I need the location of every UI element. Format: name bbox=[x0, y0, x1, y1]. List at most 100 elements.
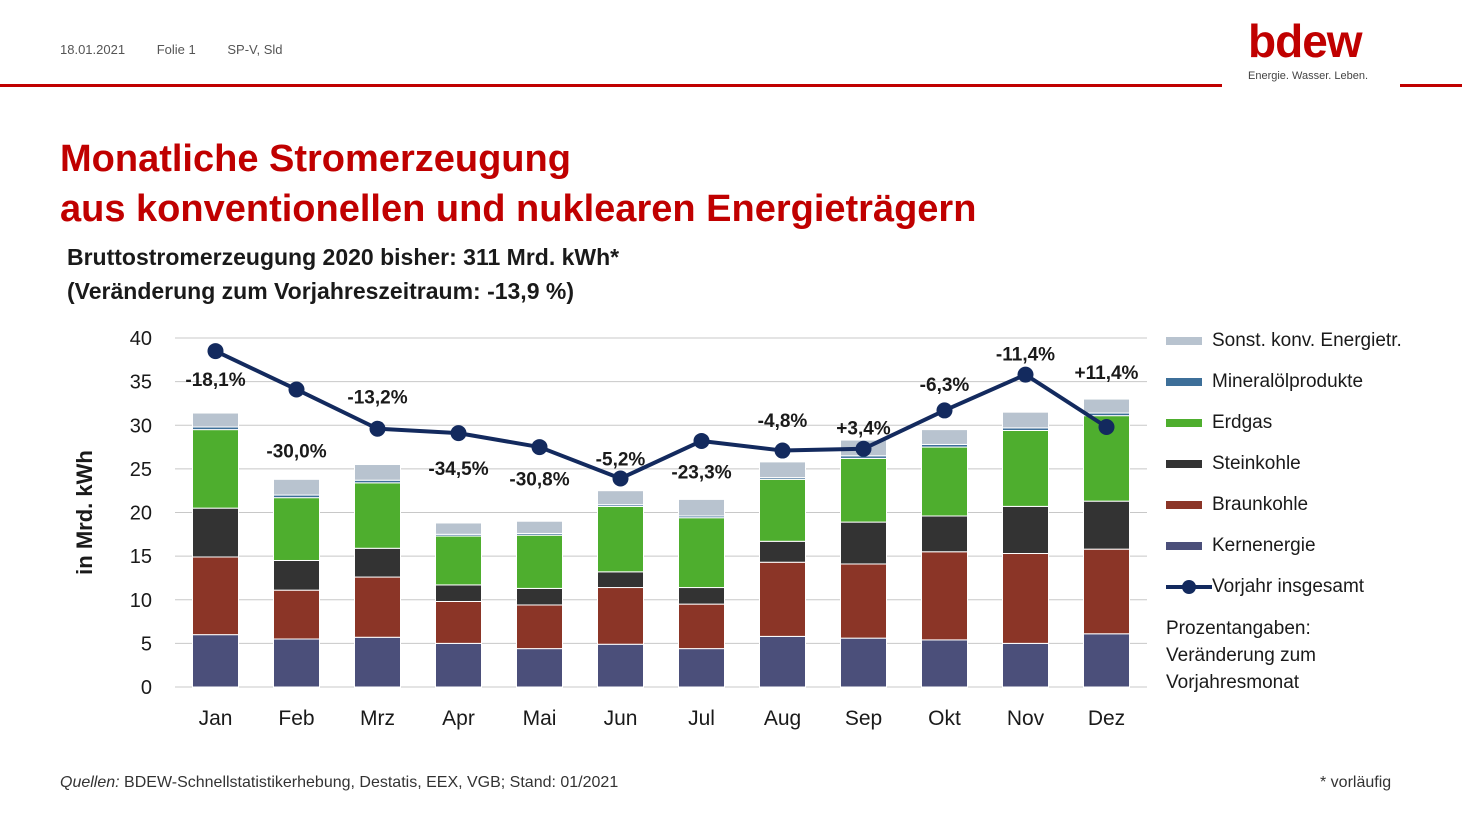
legend-swatch-braunkohle bbox=[1166, 500, 1202, 509]
bar-segment-sonstige bbox=[354, 464, 401, 481]
bar-segment-kernenergie bbox=[192, 634, 239, 688]
bar-segment-erdgas bbox=[435, 535, 482, 586]
vorjahr-point bbox=[612, 470, 629, 487]
subtitle-line-2: (Veränderung zum Vorjahreszeitraum: -13,… bbox=[67, 278, 574, 304]
bar-segment-braunkohle bbox=[192, 556, 239, 636]
vorjahr-point bbox=[369, 420, 386, 437]
bar-segment-sonstige bbox=[192, 412, 239, 428]
title-line-1: Monatliche Stromerzeugung bbox=[60, 138, 571, 180]
bar-segment-kernenergie bbox=[516, 648, 563, 688]
bar-segment-braunkohle bbox=[840, 563, 887, 639]
bar-segment-steinkohle bbox=[597, 571, 644, 589]
header-divider-right bbox=[1400, 84, 1462, 87]
x-tick-label: Mai bbox=[523, 707, 557, 730]
bar-segment-steinkohle bbox=[435, 584, 482, 602]
change-annotation: -18,1% bbox=[185, 370, 245, 391]
bar-segment-braunkohle bbox=[1002, 553, 1049, 644]
legend-item-sonstige: Sonst. konv. Energietr. bbox=[1166, 320, 1456, 361]
change-annotation: -23,3% bbox=[671, 462, 731, 483]
bar-segment-sonstige bbox=[921, 429, 968, 445]
bar-segment-kernenergie bbox=[678, 648, 725, 688]
bar-segment-steinkohle bbox=[921, 515, 968, 553]
bar-segment-kernenergie bbox=[921, 639, 968, 688]
bar-segment-braunkohle bbox=[516, 604, 563, 650]
change-annotation: -30,0% bbox=[266, 441, 326, 462]
change-annotation: +11,4% bbox=[1075, 363, 1139, 384]
bar-segment-braunkohle bbox=[921, 551, 968, 641]
vorjahr-point bbox=[1098, 418, 1115, 435]
legend-label-kernenergie: Kernenergie bbox=[1212, 534, 1316, 556]
legend-swatch-mineraloel bbox=[1166, 377, 1202, 386]
x-tick-label: Sep bbox=[845, 707, 882, 730]
legend-swatch-vorjahr bbox=[1166, 579, 1212, 595]
logo-tagline: Energie. Wasser. Leben. bbox=[1248, 70, 1369, 82]
legend-label-braunkohle: Braunkohle bbox=[1212, 493, 1309, 515]
bar-segment-kernenergie bbox=[1002, 642, 1049, 688]
sources-label: Quellen: bbox=[60, 774, 120, 791]
bar-segment-erdgas bbox=[597, 505, 644, 573]
sources-text: BDEW-Schnellstatistikerhebung, Destatis,… bbox=[119, 774, 619, 791]
x-tick-label: Aug bbox=[764, 707, 801, 730]
bar-segment-steinkohle bbox=[354, 547, 401, 578]
y-tick-label: 35 bbox=[130, 372, 152, 394]
bar-segment-steinkohle bbox=[273, 559, 320, 591]
x-tick-label: Jul bbox=[688, 707, 715, 730]
slide-date: 18.01.2021 bbox=[60, 42, 126, 57]
bar-segment-erdgas bbox=[921, 446, 968, 517]
legend-label-steinkohle: Steinkohle bbox=[1212, 452, 1301, 474]
x-tick-label: Jan bbox=[199, 707, 233, 730]
bar-segment-braunkohle bbox=[678, 603, 725, 650]
bar-segment-kernenergie bbox=[597, 643, 644, 688]
change-annotation: -4,8% bbox=[758, 411, 808, 432]
legend-item-kernenergie: Kernenergie bbox=[1166, 525, 1456, 566]
legend-item-mineraloel: Mineralölprodukte bbox=[1166, 361, 1456, 402]
bar-segment-braunkohle bbox=[354, 576, 401, 638]
change-annotation: -5,2% bbox=[596, 449, 646, 470]
legend-note: Prozentangaben: Veränderung zum Vorjahre… bbox=[1166, 615, 1456, 696]
legend-note-line-3: Vorjahresmonat bbox=[1166, 672, 1300, 693]
bar-segment-sonstige bbox=[1002, 411, 1049, 429]
legend-item-erdgas: Erdgas bbox=[1166, 402, 1456, 443]
legend-label-mineraloel: Mineralölprodukte bbox=[1212, 370, 1364, 392]
change-annotation: -30,8% bbox=[509, 469, 569, 490]
footnote: * vorläufig bbox=[1320, 774, 1392, 791]
bar-segment-erdgas bbox=[192, 429, 239, 509]
bar-segment-erdgas bbox=[840, 457, 887, 523]
x-tick-label: Dez bbox=[1088, 707, 1125, 730]
vorjahr-line bbox=[214, 349, 1108, 481]
y-axis-label: in Mrd. kWh bbox=[72, 450, 97, 575]
slide-author: SP-V, Sld bbox=[227, 42, 283, 57]
bar-segment-kernenergie bbox=[435, 642, 482, 688]
bar-segment-steinkohle bbox=[678, 587, 725, 605]
subtitle-line-1: Bruttostromerzeugung 2020 bisher: 311 Mr… bbox=[67, 244, 620, 270]
bar-segment-erdgas bbox=[516, 534, 563, 589]
vorjahr-point bbox=[774, 442, 791, 459]
bar-segment-steinkohle bbox=[516, 587, 563, 606]
bar-segment-kernenergie bbox=[273, 638, 320, 688]
bar-segment-sonstige bbox=[759, 461, 806, 479]
y-tick-label: 10 bbox=[130, 590, 152, 612]
bar-segment-erdgas bbox=[273, 497, 320, 561]
vorjahr-point bbox=[693, 432, 710, 449]
bar-segment-sonstige bbox=[678, 498, 725, 517]
bar-segment-sonstige bbox=[1083, 398, 1130, 414]
x-tick-label: Feb bbox=[278, 707, 314, 730]
y-tick-label: 30 bbox=[130, 415, 152, 437]
bar-segment-braunkohle bbox=[435, 600, 482, 644]
legend-swatch-erdgas bbox=[1166, 418, 1202, 427]
vorjahr-point bbox=[1017, 366, 1034, 383]
vorjahr-point bbox=[936, 402, 953, 419]
bar-segment-kernenergie bbox=[354, 636, 401, 688]
legend-swatch-sonstige bbox=[1166, 336, 1202, 345]
y-tick-label: 25 bbox=[130, 459, 152, 481]
vorjahr-point bbox=[207, 343, 224, 360]
bar-segment-steinkohle bbox=[192, 507, 239, 558]
y-tick-label: 20 bbox=[130, 503, 152, 525]
change-annotation: +3,4% bbox=[836, 419, 891, 440]
title-line-2: aus konventionellen und nuklearen Energi… bbox=[60, 188, 977, 230]
bdew-logo: bdew Energie. Wasser. Leben. bbox=[1248, 18, 1378, 82]
legend-note-line-2: Veränderung zum bbox=[1166, 645, 1316, 666]
bar-segment-steinkohle bbox=[1002, 505, 1049, 555]
vorjahr-point bbox=[450, 425, 467, 442]
bar-segment-steinkohle bbox=[1083, 500, 1130, 550]
